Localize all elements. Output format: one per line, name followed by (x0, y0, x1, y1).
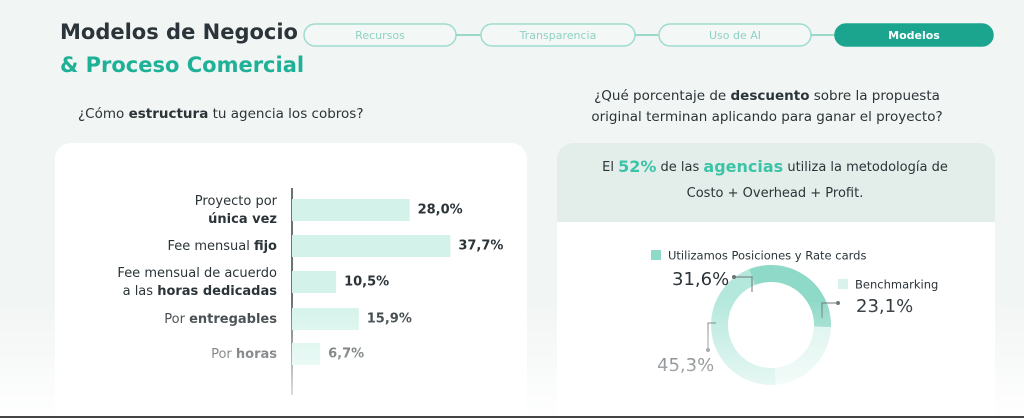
header-title: Modelos de Negocio (60, 20, 298, 44)
chart-title: ¿Qué porcentaje de descuento sobre la pr… (594, 88, 940, 104)
step-label: Transparencia (519, 29, 597, 42)
text-segment: fijo (254, 239, 277, 254)
category-label: a las horas dedicadas (123, 284, 278, 299)
text-segment: sobre la propuesta (809, 88, 939, 104)
donut-slice (748, 265, 831, 328)
text-segment: Fee mensual (167, 239, 254, 254)
bar (292, 271, 337, 293)
callout-box (557, 143, 995, 222)
text-segment: ¿Qué porcentaje de (594, 88, 730, 104)
value-label: 37,7% (458, 239, 503, 254)
text-segment: estructura (129, 106, 209, 122)
step-label: Modelos (888, 29, 940, 42)
fade-overlay (0, 300, 1024, 419)
text-segment: tu agencia los cobros? (208, 106, 363, 122)
value-label: 31,6% (672, 269, 729, 290)
category-label: Proyecto por (195, 194, 278, 209)
header-subtitle: & Proceso Comercial (60, 53, 304, 77)
text-segment: Costo + Overhead + Profit. (687, 186, 864, 201)
leader-dot (732, 275, 736, 279)
leader-line (734, 276, 753, 292)
text-segment: de las (656, 160, 703, 175)
chart-title: original terminan aplicando para ganar e… (591, 109, 942, 125)
text-segment: Proyecto por (195, 194, 278, 209)
legend-label: Benchmarking (855, 278, 938, 292)
bar (292, 199, 410, 221)
legend-label: Utilizamos Posiciones y Rate cards (668, 249, 866, 263)
value-label: 28,0% (418, 203, 463, 218)
category-label: Fee mensual fijo (167, 239, 277, 254)
legend-swatch (838, 279, 848, 289)
text-segment: horas dedicadas (157, 284, 277, 299)
text-segment: Fee mensual de acuerdo (117, 266, 277, 281)
callout-text: Costo + Overhead + Profit. (687, 186, 864, 201)
text-segment: descuento (731, 88, 810, 104)
text-segment: utiliza la metodología de (783, 160, 948, 175)
text-segment: ¿Cómo (78, 106, 129, 122)
text-segment: El (602, 160, 618, 175)
text-segment: a las (123, 284, 158, 299)
text-segment: 52% (618, 157, 656, 176)
step-label: Uso de AI (709, 29, 761, 42)
step-label: Recursos (355, 29, 405, 42)
step-pill (834, 23, 994, 47)
bar (292, 235, 451, 257)
text-segment: original terminan aplicando para ganar e… (591, 109, 942, 125)
stepper: Recursos Transparencia Uso de AI Modelos (303, 23, 994, 47)
text-segment: agencias (703, 157, 783, 176)
callout-text: El 52% de las agencias utiliza la metodo… (602, 157, 948, 176)
legend-swatch (651, 250, 661, 260)
text-segment: única vez (208, 212, 277, 227)
value-label: 10,5% (344, 275, 389, 290)
chart-title: ¿Cómo estructura tu agencia los cobros? (78, 106, 363, 122)
category-label: Fee mensual de acuerdo (117, 266, 277, 281)
category-label: única vez (208, 212, 277, 227)
